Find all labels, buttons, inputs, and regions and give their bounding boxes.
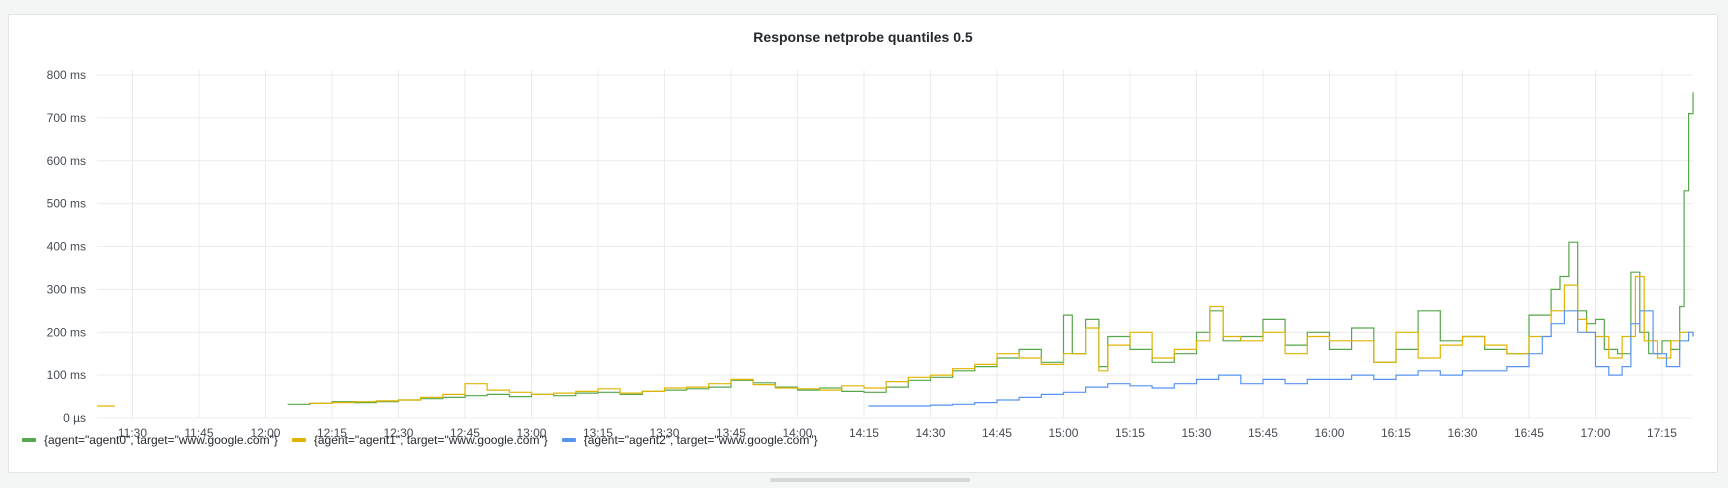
x-tick-label: 14:45 <box>982 426 1012 440</box>
legend-item-agent0[interactable]: {agent="agent0", target="www.google.com"… <box>22 433 278 447</box>
x-tick-label: 12:30 <box>383 426 413 440</box>
x-tick-label: 17:00 <box>1580 426 1610 440</box>
series-line-agent2 <box>868 310 1694 407</box>
x-tick-label: 14:15 <box>849 426 879 440</box>
y-tick-label: 600 ms <box>47 154 86 168</box>
legend-swatch-agent0 <box>22 438 36 442</box>
x-tick-label: 16:45 <box>1514 426 1544 440</box>
x-tick-label: 13:30 <box>649 426 679 440</box>
legend-label-agent2: {agent="agent2", target="www.google.com"… <box>583 433 818 447</box>
y-tick-label: 200 ms <box>47 325 86 339</box>
legend-label-agent0: {agent="agent0", target="www.google.com"… <box>44 433 278 447</box>
x-tick-label: 15:30 <box>1181 426 1211 440</box>
legend-item-agent2[interactable]: {agent="agent2", target="www.google.com"… <box>561 433 818 447</box>
x-tick-label: 13:00 <box>516 426 546 440</box>
y-tick-label: 400 ms <box>47 240 86 254</box>
y-tick-label: 700 ms <box>47 111 86 125</box>
x-axis: 11:30 11:45 12:00 12:15 12:30 12:45 13:00 13:15… <box>118 426 1677 440</box>
x-tick-label: 12:00 <box>250 426 280 440</box>
y-tick-label: 500 ms <box>47 197 86 211</box>
x-tick-label: 14:30 <box>915 426 945 440</box>
legend-label-agent1: {agent="agent1", target="www.google.com"… <box>313 433 548 447</box>
y-tick-label: 300 ms <box>47 282 86 296</box>
series-line-agent1 <box>97 275 1694 407</box>
y-tick-label: 100 ms <box>47 368 86 382</box>
x-tick-label: 15:45 <box>1248 426 1278 440</box>
horizontal-scrollbar[interactable] <box>770 478 970 482</box>
grid <box>97 70 1693 419</box>
x-tick-label: 16:15 <box>1381 426 1411 440</box>
panel-title: Response netprobe quantiles 0.5 <box>753 29 973 45</box>
x-tick-label: 13:45 <box>716 426 746 440</box>
legend: {agent="agent0", target="www.google.com"… <box>22 432 832 448</box>
x-tick-label: 12:15 <box>317 426 347 440</box>
y-axis: 0 µs 100 ms 200 ms 300 ms 400 ms 500 ms 600 ms… <box>47 68 86 425</box>
x-tick-label: 16:00 <box>1314 426 1344 440</box>
series-lines <box>97 92 1694 407</box>
x-tick-label: 11:45 <box>184 426 213 440</box>
chart-panel: Response netprobe quantiles 0.5 <box>8 14 1718 473</box>
legend-swatch-agent1 <box>291 438 306 442</box>
y-tick-label: 0 µs <box>63 411 86 425</box>
x-tick-label: 11:30 <box>118 426 147 440</box>
x-tick-label: 12:45 <box>450 426 480 440</box>
x-tick-label: 13:15 <box>583 426 613 440</box>
x-tick-label: 15:15 <box>1115 426 1145 440</box>
x-tick-label: 14:00 <box>782 426 812 440</box>
y-tick-label: 800 ms <box>47 68 86 82</box>
x-tick-label: 15:00 <box>1048 426 1078 440</box>
legend-item-agent1[interactable]: {agent="agent1", target="www.google.com"… <box>291 433 548 447</box>
x-tick-label: 17:15 <box>1647 426 1677 440</box>
x-tick-label: 16:30 <box>1447 426 1477 440</box>
legend-swatch-agent2 <box>561 438 576 442</box>
series-line-agent0 <box>287 92 1694 405</box>
